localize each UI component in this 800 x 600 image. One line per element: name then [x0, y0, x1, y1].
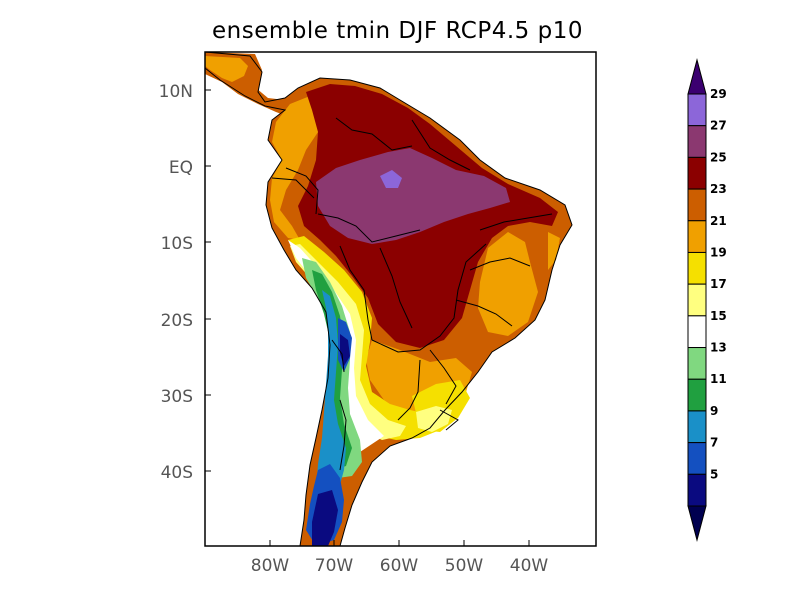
region-25-purple [316, 148, 510, 244]
colorbar-box [687, 188, 707, 222]
region-13-lightgreen [302, 258, 362, 478]
colorbar-box [687, 125, 707, 158]
colorbar-box [687, 156, 707, 190]
lon-tick-marks [269, 540, 530, 546]
lon-label-80w: 80W [251, 556, 290, 576]
colorbar-cap-top [687, 58, 707, 95]
colorbar-box [687, 251, 707, 285]
colorbar-label: 29 [710, 87, 727, 101]
colorbar-label: 19 [710, 245, 727, 259]
colorbar-label: 23 [710, 182, 727, 196]
colorbar-box [687, 93, 707, 127]
region-21-bahia [548, 232, 560, 270]
lon-label-50w: 50W [445, 556, 484, 576]
colorbar-label: 7 [710, 436, 718, 450]
colorbar-box [687, 220, 707, 253]
colorbar-label: 21 [710, 214, 727, 228]
colorbar-box [687, 378, 707, 412]
lat-label-20s: 20S [161, 311, 193, 331]
lat-tick-marks [205, 89, 211, 472]
country-borders [205, 52, 573, 546]
colorbar-label: 11 [710, 372, 727, 386]
colorbar-box [687, 315, 707, 349]
colorbar-label: 13 [710, 341, 727, 355]
lon-label-60w: 60W [380, 556, 419, 576]
map-title: ensemble tmin DJF RCP4.5 p10 [212, 18, 583, 44]
colorbar-label: 17 [710, 277, 727, 291]
lat-label-10s: 10S [161, 234, 193, 254]
colorbar-box [687, 347, 707, 380]
lat-label-eq: EQ [169, 158, 193, 178]
lon-label-40w: 40W [510, 556, 549, 576]
colorbar-label: 27 [710, 119, 727, 133]
lat-label-30s: 30S [161, 387, 193, 407]
colorbar-box [687, 410, 707, 444]
region-9-blue [316, 290, 346, 500]
region-27-lavender [380, 170, 402, 188]
colorbar-label: 15 [710, 309, 727, 323]
colorbar: 29 27 25 23 21 19 17 15 13 11 9 7 5 [687, 58, 727, 542]
lat-label-10n: 10N [159, 82, 193, 102]
colorbar-label: 9 [710, 404, 718, 418]
region-5-navy-south [312, 490, 338, 546]
region-21-northwest [270, 96, 322, 240]
central-america-orange [205, 56, 248, 82]
colorbar-box [687, 283, 707, 317]
region-15-white [288, 240, 384, 480]
colorbar-label: 5 [710, 467, 718, 481]
colorbar-label: 25 [710, 150, 727, 164]
map-frame [204, 51, 597, 547]
lat-label-40s: 40S [161, 463, 193, 483]
colorbar-box [687, 473, 707, 507]
lon-label-70w: 70W [315, 556, 354, 576]
colorbar-box [687, 442, 707, 475]
colorbar-cap-bottom [687, 505, 707, 542]
region-21-brazil-east [478, 232, 538, 336]
map-area [205, 52, 596, 546]
